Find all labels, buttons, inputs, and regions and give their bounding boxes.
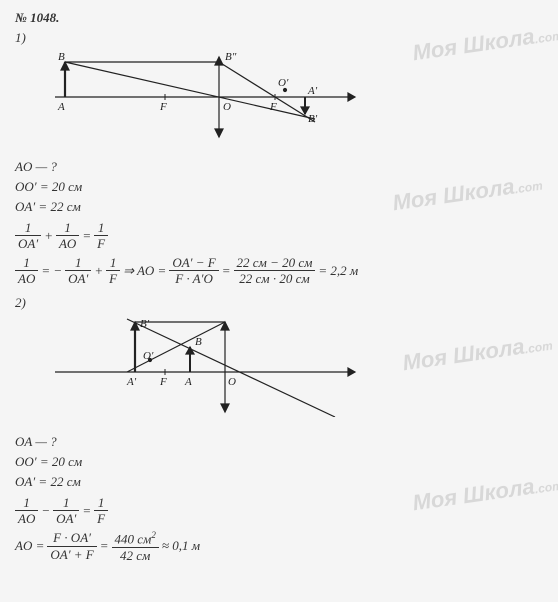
given-1a: OO′ = 20 см xyxy=(15,178,543,196)
svg-text:F: F xyxy=(159,101,167,113)
problem-title: № 1048. xyxy=(15,10,543,26)
svg-text:F: F xyxy=(269,101,277,113)
diagram-1: A B F O F A′ B′ O′ B″ xyxy=(55,52,365,142)
watermark: Моя Школа.com xyxy=(401,330,554,377)
svg-text:B′: B′ xyxy=(308,113,318,125)
svg-text:A: A xyxy=(184,376,192,388)
svg-text:O′: O′ xyxy=(278,77,289,89)
svg-text:B: B xyxy=(195,336,202,348)
part1-label: 1) xyxy=(15,30,543,46)
diagram-2: A B F O A′ B′ O′ xyxy=(55,317,365,417)
svg-text:F: F xyxy=(159,376,167,388)
solution-1: 1AO = − 1OA′ + 1F ⇒ AO = OA′ − FF · A′O … xyxy=(15,255,543,287)
solution-2: AO = F · OA′OA′ + F = 440 см2 42 см ≈ 0,… xyxy=(15,530,543,564)
svg-text:A′: A′ xyxy=(126,376,137,388)
svg-text:B″: B″ xyxy=(225,52,237,63)
lens-equation-1: 1OA′ + 1AO = 1F xyxy=(15,220,543,252)
svg-text:A: A xyxy=(57,101,65,113)
given-unknown-2: OA — ? xyxy=(15,433,543,451)
lens-equation-2: 1AO − 1OA′ = 1F xyxy=(15,495,543,527)
given-1b: OA′ = 22 см xyxy=(15,198,543,216)
svg-text:B′: B′ xyxy=(140,318,150,330)
svg-text:O: O xyxy=(223,101,231,113)
given-2b: OA′ = 22 см xyxy=(15,473,543,491)
svg-text:O′: O′ xyxy=(143,350,154,362)
svg-text:A′: A′ xyxy=(307,85,318,97)
part2-label: 2) xyxy=(15,295,543,311)
svg-text:O: O xyxy=(228,376,236,388)
given-unknown-1: AO — ? xyxy=(15,158,543,176)
given-2a: OO′ = 20 см xyxy=(15,453,543,471)
svg-text:B: B xyxy=(58,52,65,63)
